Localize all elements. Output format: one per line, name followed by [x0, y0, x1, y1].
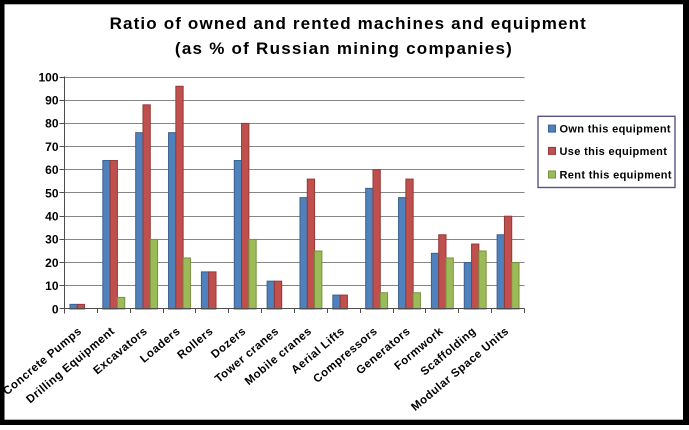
svg-text:80: 80 [45, 117, 59, 131]
svg-text:50: 50 [45, 186, 59, 200]
svg-text:Use this equipment: Use this equipment [560, 146, 668, 158]
svg-text:70: 70 [45, 140, 59, 154]
svg-text:10: 10 [45, 279, 59, 293]
svg-text:60: 60 [45, 163, 59, 177]
svg-text:0: 0 [52, 302, 59, 316]
svg-text:100: 100 [38, 70, 58, 84]
svg-text:20: 20 [45, 256, 59, 270]
svg-text:Ratio of owned and rented mach: Ratio of owned and rented machines and e… [110, 14, 587, 33]
svg-text:Own this equipment: Own this equipment [560, 124, 671, 136]
svg-text:40: 40 [45, 210, 59, 224]
svg-text:Rent this equipment: Rent this equipment [560, 170, 672, 182]
svg-text:(as % of Russian mining compan: (as % of Russian mining companies) [175, 39, 513, 58]
svg-text:90: 90 [45, 94, 59, 108]
svg-text:30: 30 [45, 233, 59, 247]
